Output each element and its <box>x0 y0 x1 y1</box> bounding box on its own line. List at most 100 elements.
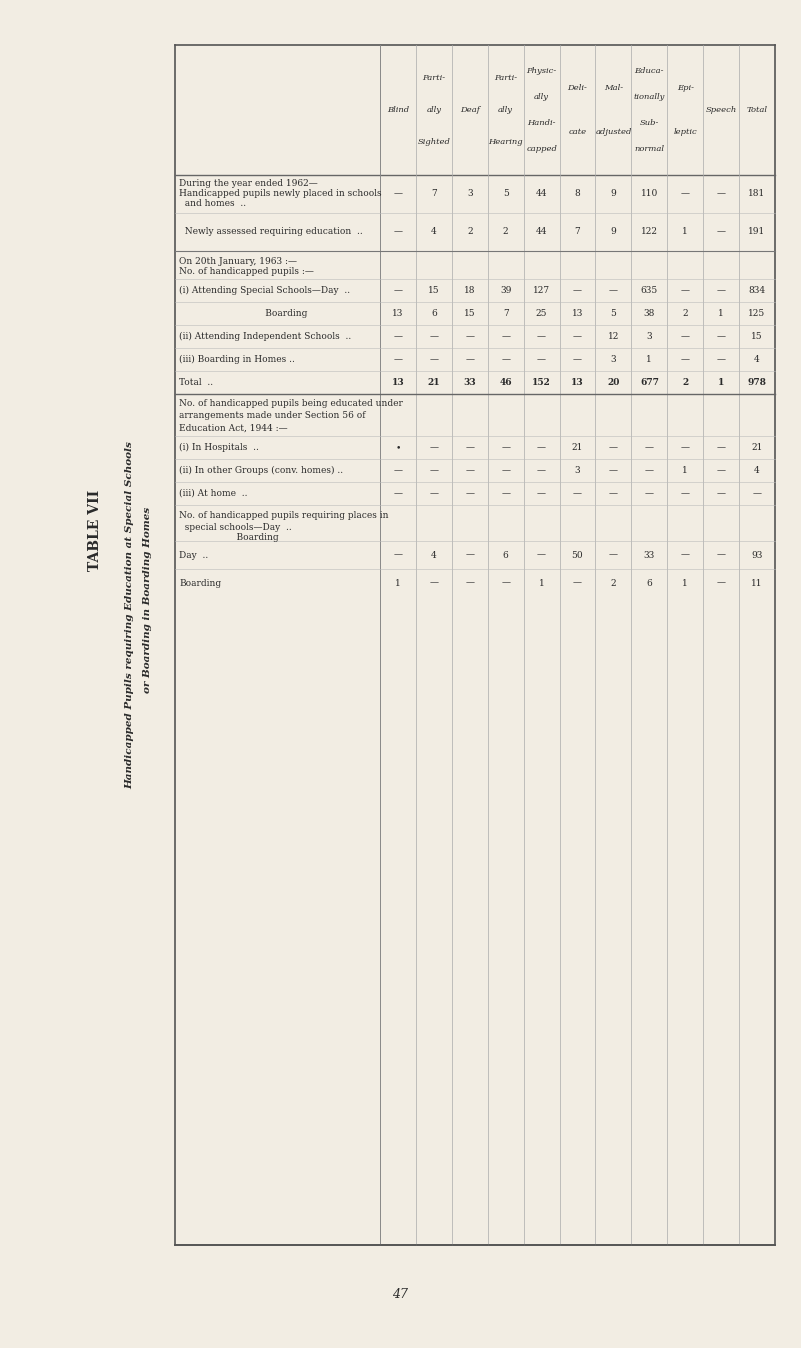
Text: 7: 7 <box>574 228 581 236</box>
Text: 3: 3 <box>574 466 580 474</box>
Text: —: — <box>717 550 726 559</box>
Text: —: — <box>501 332 510 341</box>
Text: Day  ..: Day .. <box>179 550 208 559</box>
Text: ally: ally <box>426 106 441 115</box>
Text: 3: 3 <box>610 355 616 364</box>
Text: Hearing: Hearing <box>489 139 523 147</box>
Text: —: — <box>717 578 726 588</box>
Text: 127: 127 <box>533 286 550 295</box>
Text: 13: 13 <box>572 309 583 318</box>
Text: 50: 50 <box>572 550 583 559</box>
Text: —: — <box>393 332 402 341</box>
Text: 978: 978 <box>747 377 767 387</box>
Text: Handi-: Handi- <box>527 119 556 127</box>
Text: —: — <box>609 489 618 497</box>
Text: 9: 9 <box>610 228 616 236</box>
Text: Speech: Speech <box>706 106 737 115</box>
Text: Deaf: Deaf <box>460 106 480 115</box>
Text: —: — <box>681 286 690 295</box>
Text: Newly assessed requiring education  ..: Newly assessed requiring education .. <box>179 228 363 236</box>
Text: 15: 15 <box>751 332 763 341</box>
Text: TABLE VII: TABLE VII <box>88 489 102 570</box>
Text: 2: 2 <box>682 309 688 318</box>
Text: —: — <box>429 466 438 474</box>
Text: 181: 181 <box>748 190 766 198</box>
Text: —: — <box>393 550 402 559</box>
Text: —: — <box>501 578 510 588</box>
Text: —: — <box>393 466 402 474</box>
Text: 4: 4 <box>431 550 437 559</box>
Text: —: — <box>645 466 654 474</box>
Text: —: — <box>609 443 618 452</box>
Text: 13: 13 <box>571 377 584 387</box>
Text: —: — <box>465 443 474 452</box>
Text: 125: 125 <box>748 309 766 318</box>
Text: —: — <box>501 489 510 497</box>
Text: —: — <box>393 355 402 364</box>
Text: —: — <box>609 466 618 474</box>
Text: 1: 1 <box>718 309 724 318</box>
Text: —: — <box>429 578 438 588</box>
Text: On 20th January, 1963 :—: On 20th January, 1963 :— <box>179 256 297 266</box>
Text: 152: 152 <box>532 377 551 387</box>
Text: Deli-: Deli- <box>568 85 587 92</box>
Text: (iii) Boarding in Homes ..: (iii) Boarding in Homes .. <box>179 355 295 364</box>
Text: —: — <box>537 332 546 341</box>
Text: 33: 33 <box>464 377 476 387</box>
Text: —: — <box>573 578 582 588</box>
Text: 8: 8 <box>574 190 581 198</box>
Text: 1: 1 <box>395 578 400 588</box>
Text: Total  ..: Total .. <box>179 377 213 387</box>
Text: 33: 33 <box>644 550 655 559</box>
Text: —: — <box>717 332 726 341</box>
Text: Boarding: Boarding <box>179 578 221 588</box>
Text: —: — <box>393 286 402 295</box>
Text: and homes  ..: and homes .. <box>179 200 246 209</box>
Text: —: — <box>573 332 582 341</box>
Text: 1: 1 <box>539 578 545 588</box>
Text: (i) In Hospitals  ..: (i) In Hospitals .. <box>179 443 259 452</box>
Text: normal: normal <box>634 146 664 154</box>
Text: 44: 44 <box>536 190 547 198</box>
Text: —: — <box>717 190 726 198</box>
Text: —: — <box>573 286 582 295</box>
Text: 5: 5 <box>610 309 616 318</box>
Text: 110: 110 <box>641 190 658 198</box>
Text: 2: 2 <box>467 228 473 236</box>
Text: ally: ally <box>534 93 549 101</box>
Text: Handicapped pupils newly placed in schools: Handicapped pupils newly placed in schoo… <box>179 189 381 198</box>
Text: —: — <box>681 443 690 452</box>
Text: —: — <box>537 466 546 474</box>
Text: —: — <box>465 578 474 588</box>
Text: —: — <box>681 355 690 364</box>
Text: Total: Total <box>747 106 767 115</box>
Text: 635: 635 <box>641 286 658 295</box>
Text: 834: 834 <box>748 286 766 295</box>
Text: —: — <box>717 466 726 474</box>
Text: 25: 25 <box>536 309 547 318</box>
Text: —: — <box>645 443 654 452</box>
Text: —: — <box>717 286 726 295</box>
Text: —: — <box>393 190 402 198</box>
Text: 21: 21 <box>572 443 583 452</box>
Text: —: — <box>465 466 474 474</box>
Text: —: — <box>609 286 618 295</box>
Text: —: — <box>609 550 618 559</box>
Text: —: — <box>681 550 690 559</box>
Text: 12: 12 <box>608 332 619 341</box>
Text: 46: 46 <box>499 377 512 387</box>
Text: 21: 21 <box>428 377 441 387</box>
Text: No. of handicapped pupils requiring places in: No. of handicapped pupils requiring plac… <box>179 511 388 519</box>
Text: 4: 4 <box>755 466 760 474</box>
Text: Boarding: Boarding <box>179 534 279 542</box>
Text: Educa-: Educa- <box>634 67 664 75</box>
Text: Sighted: Sighted <box>417 139 450 147</box>
Text: or Boarding in Boarding Homes: or Boarding in Boarding Homes <box>143 507 152 693</box>
Text: 2: 2 <box>503 228 509 236</box>
Text: 122: 122 <box>641 228 658 236</box>
Text: 47: 47 <box>392 1289 408 1302</box>
Text: 2: 2 <box>610 578 616 588</box>
Text: —: — <box>465 550 474 559</box>
Text: —: — <box>681 332 690 341</box>
Text: —: — <box>537 355 546 364</box>
